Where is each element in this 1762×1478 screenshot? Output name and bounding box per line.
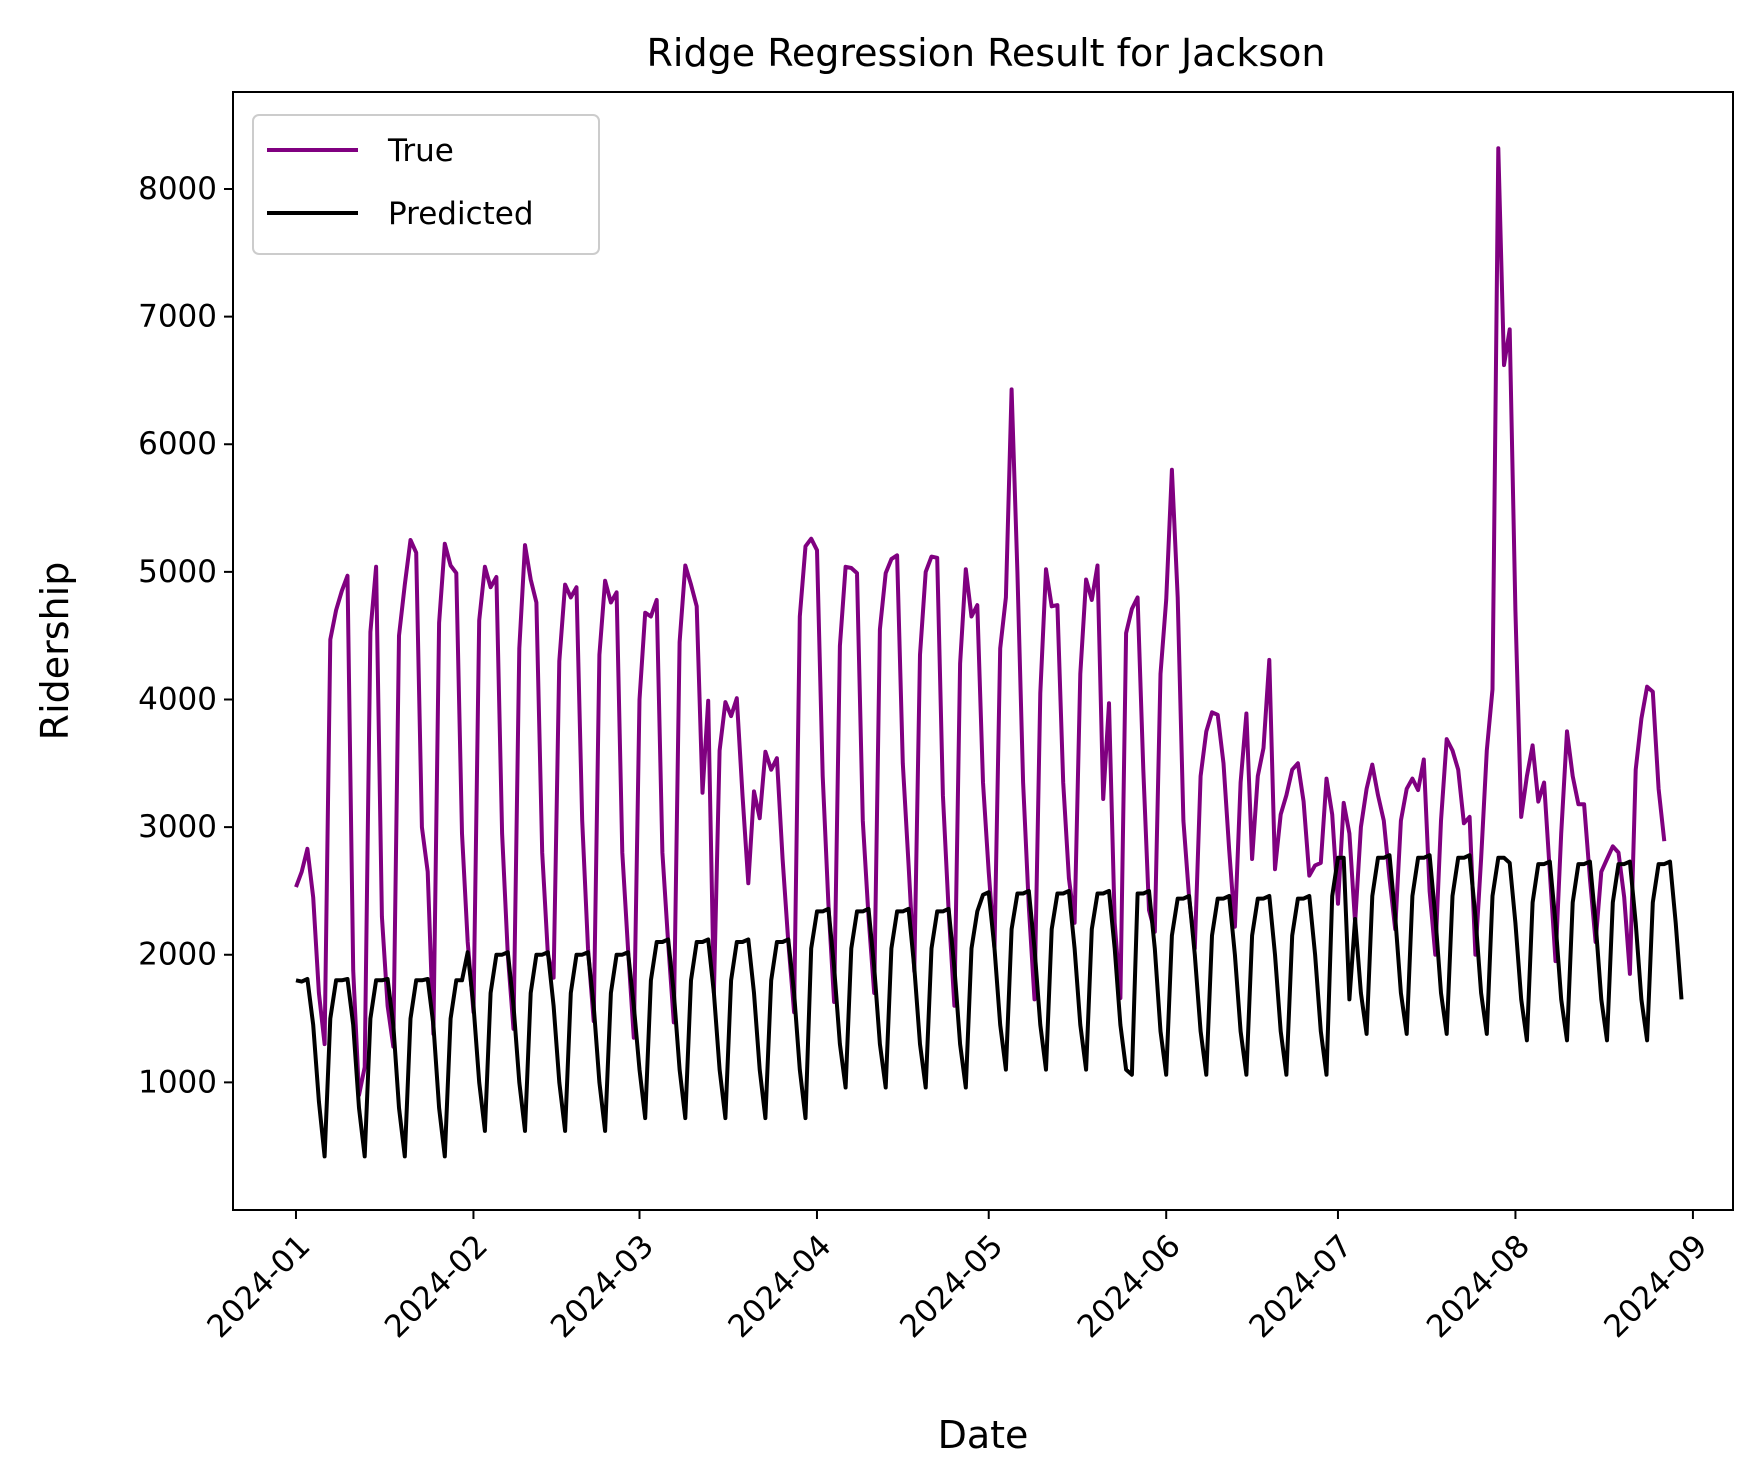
- legend-label-true: True: [387, 133, 454, 169]
- legend-label-predicted: Predicted: [388, 196, 534, 232]
- y-axis-ticks: 1000 2000 3000 4000 5000 6000 7000 8000: [138, 171, 233, 1100]
- y-axis-label: Ridership: [33, 562, 77, 741]
- series-layer: [294, 146, 1684, 1159]
- y-tick-label: 1000: [138, 1064, 217, 1100]
- legend: True Predicted: [252, 114, 600, 255]
- y-tick-label: 8000: [138, 171, 217, 207]
- y-tick-label: 7000: [138, 299, 217, 335]
- x-axis-label: Date: [938, 1413, 1029, 1457]
- y-tick-label: 2000: [138, 937, 217, 973]
- y-tick-label: 4000: [138, 681, 217, 717]
- plot-area-frame: [232, 91, 1734, 1211]
- chart-title: Ridge Regression Result for Jackson: [647, 31, 1326, 75]
- y-tick-label: 5000: [138, 554, 217, 590]
- series-line-predicted: [295, 853, 1684, 1159]
- y-tick-label: 6000: [138, 426, 217, 462]
- y-tick-label: 3000: [138, 809, 217, 845]
